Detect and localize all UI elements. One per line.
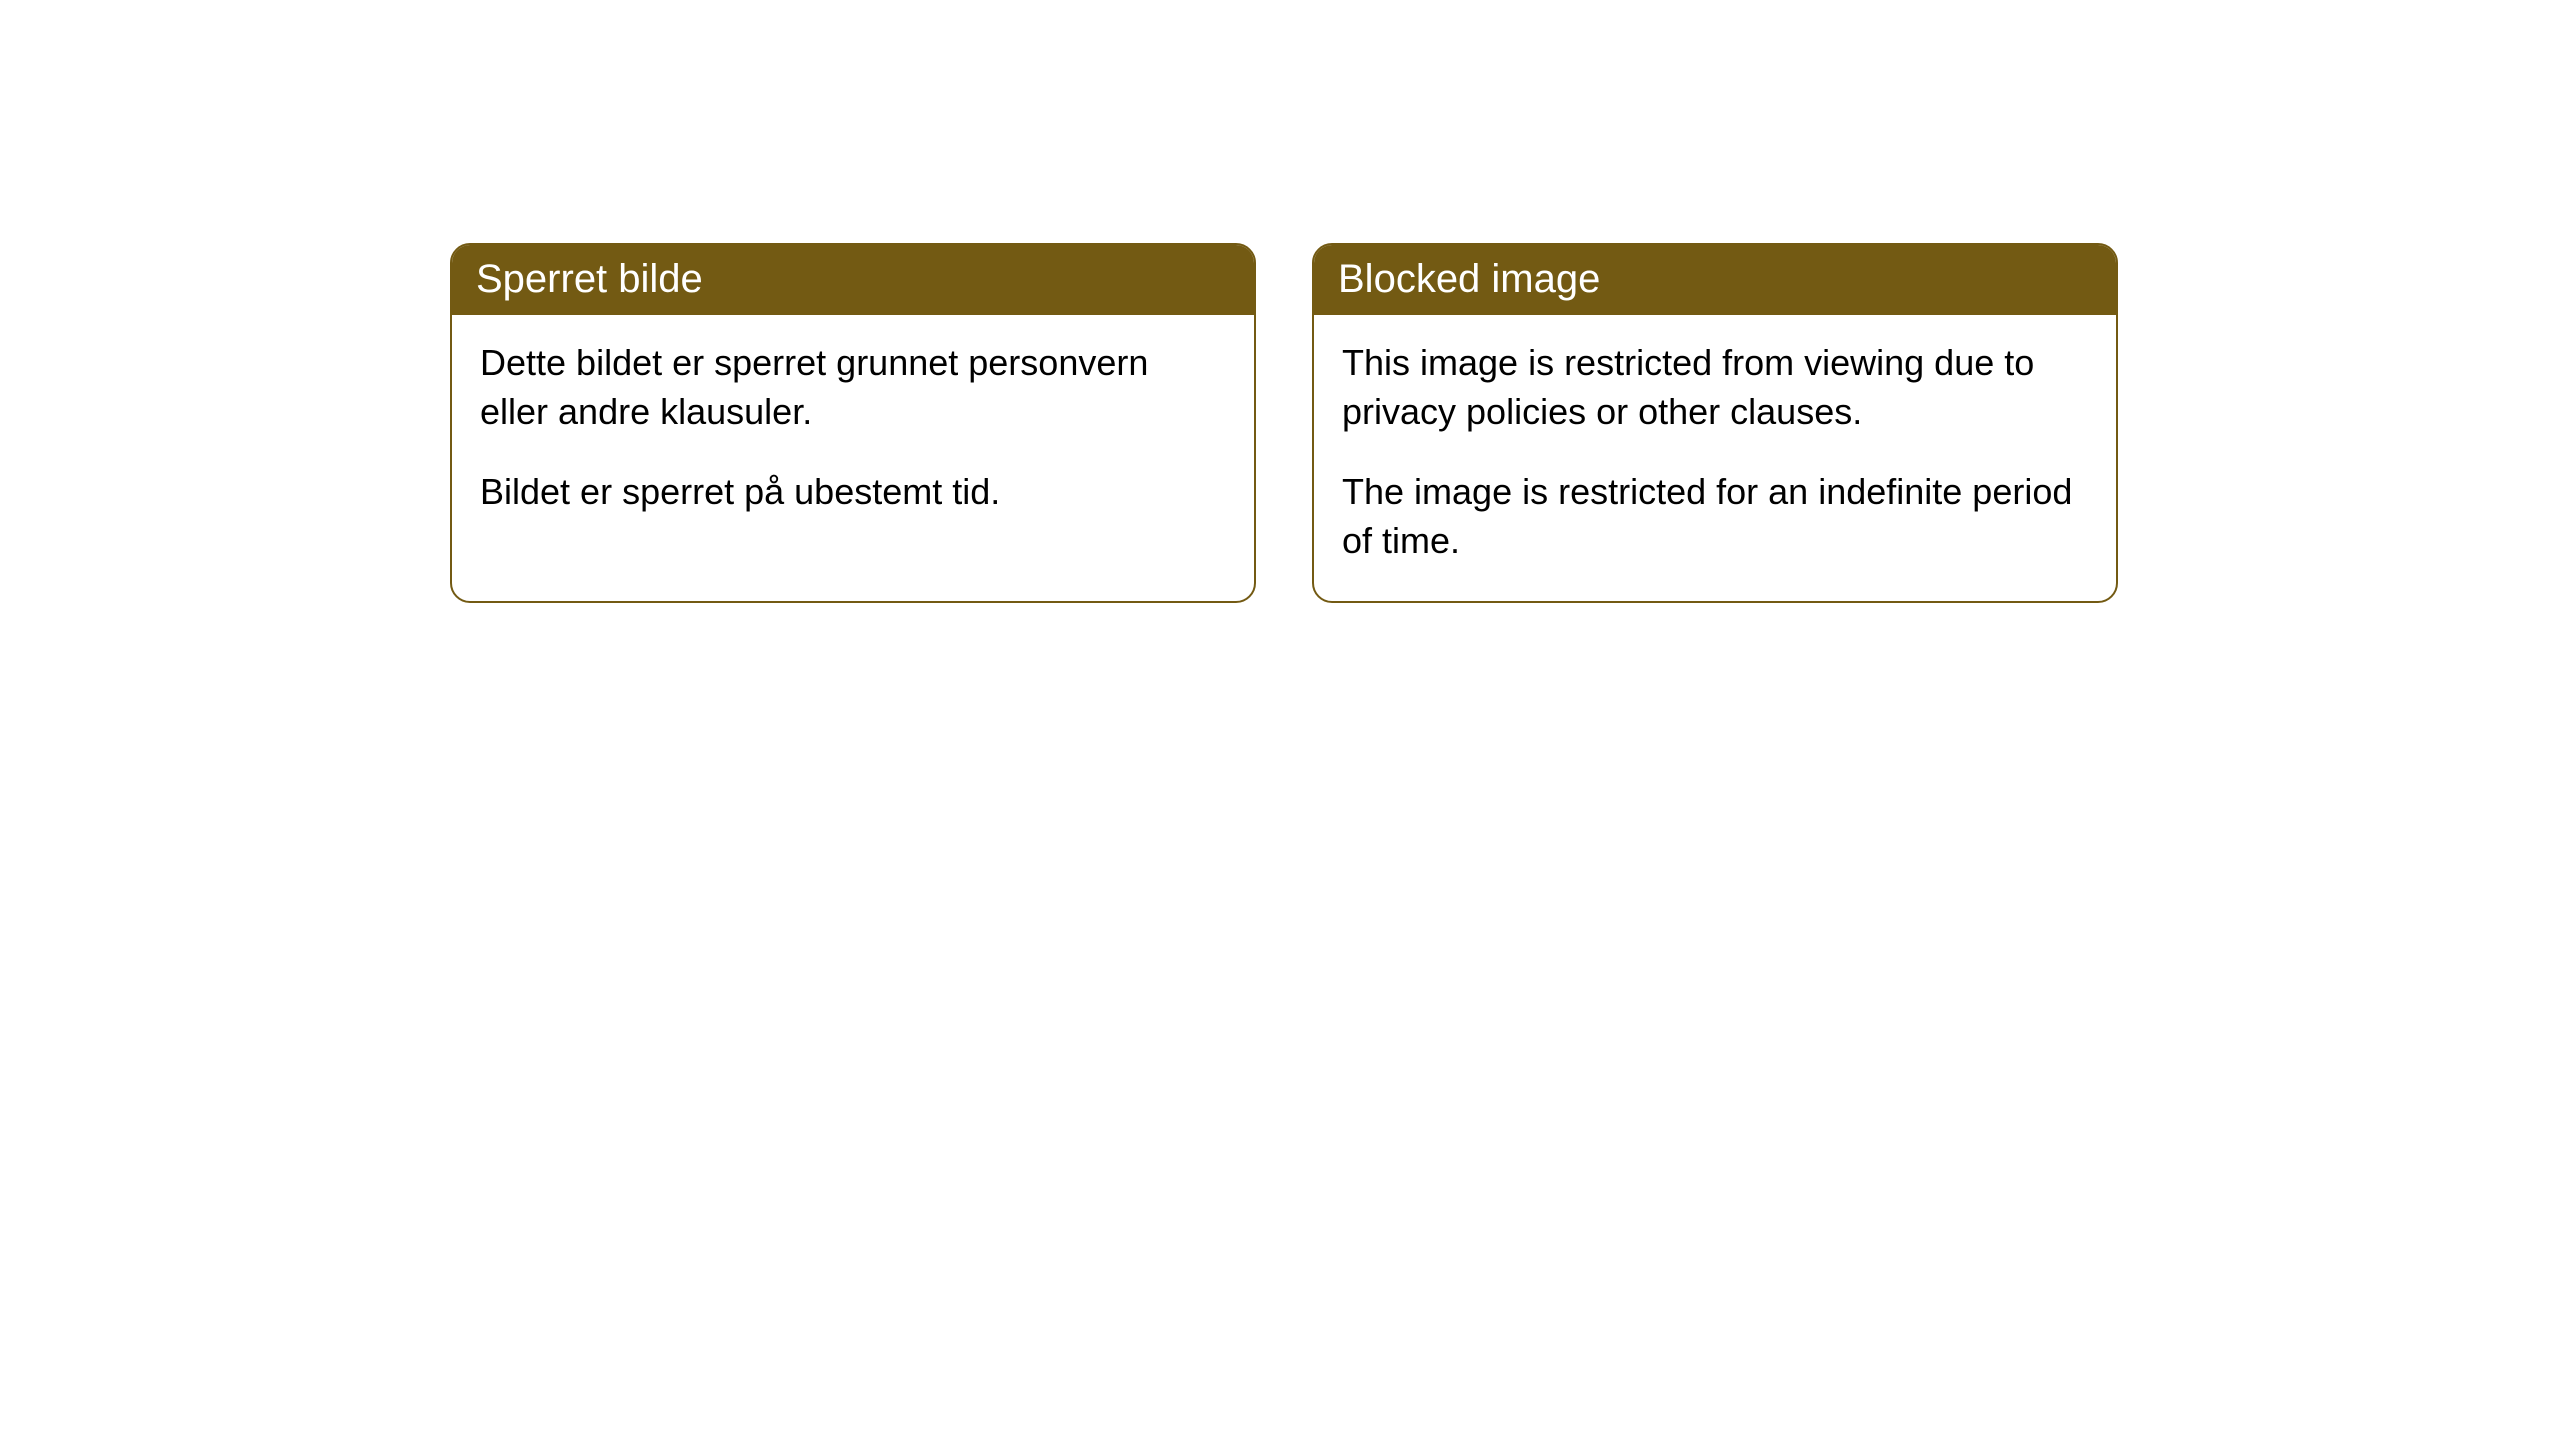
card-title: Sperret bilde: [476, 257, 703, 301]
card-paragraph: The image is restricted for an indefinit…: [1342, 468, 2088, 565]
notice-cards-container: Sperret bilde Dette bildet er sperret gr…: [450, 243, 2118, 603]
card-header: Sperret bilde: [452, 245, 1254, 315]
card-paragraph: Bildet er sperret på ubestemt tid.: [480, 468, 1226, 517]
card-body: Dette bildet er sperret grunnet personve…: [452, 315, 1254, 553]
card-body: This image is restricted from viewing du…: [1314, 315, 2116, 601]
card-paragraph: This image is restricted from viewing du…: [1342, 339, 2088, 436]
card-title: Blocked image: [1338, 257, 1600, 301]
notice-card-norwegian: Sperret bilde Dette bildet er sperret gr…: [450, 243, 1256, 603]
card-paragraph: Dette bildet er sperret grunnet personve…: [480, 339, 1226, 436]
notice-card-english: Blocked image This image is restricted f…: [1312, 243, 2118, 603]
card-header: Blocked image: [1314, 245, 2116, 315]
